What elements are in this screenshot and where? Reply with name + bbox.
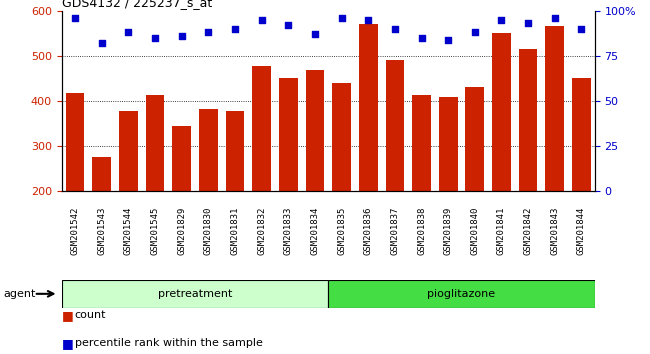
Text: GSM201830: GSM201830 [204, 207, 213, 255]
Text: GSM201832: GSM201832 [257, 207, 266, 255]
Point [310, 31, 320, 37]
Point [230, 26, 240, 32]
Text: GSM201542: GSM201542 [71, 207, 79, 255]
Text: GSM201843: GSM201843 [551, 207, 559, 255]
Text: GSM201834: GSM201834 [311, 207, 319, 255]
Text: ■: ■ [62, 337, 73, 350]
Bar [279, 78, 298, 191]
Text: GDS4132 / 225237_s_at: GDS4132 / 225237_s_at [62, 0, 212, 10]
Text: GSM201831: GSM201831 [231, 207, 239, 255]
Text: GSM201829: GSM201829 [177, 207, 186, 255]
Point [390, 26, 400, 32]
Bar [226, 111, 244, 191]
Point [417, 35, 427, 41]
Point [203, 29, 213, 35]
Bar [572, 78, 591, 191]
Point [96, 40, 107, 46]
Point [469, 29, 480, 35]
Text: agent: agent [3, 289, 36, 299]
Bar [519, 49, 538, 191]
Bar [465, 87, 484, 191]
Point [283, 22, 294, 28]
Bar [545, 27, 564, 191]
Point [577, 26, 587, 32]
Point [363, 17, 373, 23]
Text: GSM201837: GSM201837 [391, 207, 399, 255]
Point [497, 17, 507, 23]
Bar [62, 280, 328, 308]
Point [550, 15, 560, 21]
Point [523, 21, 533, 26]
Text: GSM201836: GSM201836 [364, 207, 372, 255]
Bar [385, 60, 404, 191]
Text: GSM201840: GSM201840 [471, 207, 479, 255]
Text: GSM201844: GSM201844 [577, 207, 586, 255]
Point [443, 37, 454, 42]
Point [150, 35, 161, 41]
Text: GSM201841: GSM201841 [497, 207, 506, 255]
Bar [146, 95, 164, 191]
Text: pioglitazone: pioglitazone [428, 289, 495, 299]
Bar [492, 33, 511, 191]
Bar [92, 157, 111, 191]
Text: count: count [75, 310, 106, 320]
Bar [306, 70, 324, 191]
Text: GSM201545: GSM201545 [151, 207, 159, 255]
Point [256, 17, 267, 23]
Bar [328, 280, 595, 308]
Bar [199, 109, 218, 191]
Text: GSM201544: GSM201544 [124, 207, 133, 255]
Text: GSM201835: GSM201835 [337, 207, 346, 255]
Point [337, 15, 347, 21]
Text: GSM201833: GSM201833 [284, 207, 292, 255]
Bar [252, 66, 271, 191]
Text: ■: ■ [62, 309, 73, 321]
Bar [172, 126, 191, 191]
Text: pretreatment: pretreatment [158, 289, 232, 299]
Bar [119, 111, 138, 191]
Bar [412, 95, 431, 191]
Point [177, 33, 187, 39]
Bar [332, 83, 351, 191]
Text: GSM201842: GSM201842 [524, 207, 532, 255]
Point [124, 29, 134, 35]
Text: percentile rank within the sample: percentile rank within the sample [75, 338, 263, 348]
Bar [439, 97, 458, 191]
Bar [359, 24, 378, 191]
Text: GSM201838: GSM201838 [417, 207, 426, 255]
Bar [66, 93, 84, 191]
Text: GSM201543: GSM201543 [98, 207, 106, 255]
Text: GSM201839: GSM201839 [444, 207, 452, 255]
Point [70, 15, 81, 21]
